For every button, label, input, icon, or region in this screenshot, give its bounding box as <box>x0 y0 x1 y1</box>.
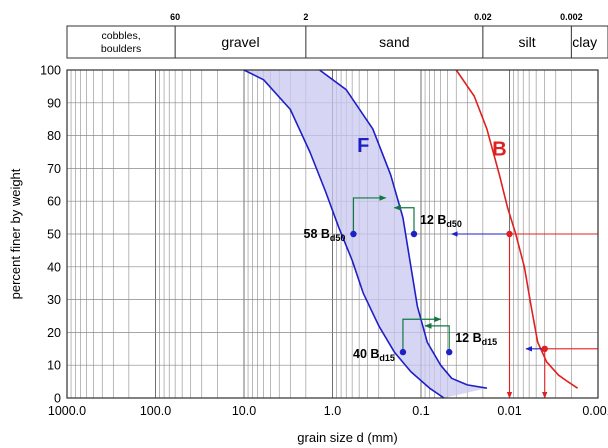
y-tick-label: 30 <box>47 293 61 307</box>
filter-band-fill <box>244 70 487 398</box>
shift-arrows <box>352 195 450 353</box>
x-tick-label: 10.0 <box>232 404 256 418</box>
class-bar <box>66 25 608 59</box>
shift-arrow <box>393 204 415 234</box>
plot-border <box>66 69 599 399</box>
class-boundary-label: 60 <box>170 12 180 22</box>
data-point <box>410 230 418 238</box>
y-tick-label: 0 <box>54 392 61 406</box>
soil-class-header: 60 2 0.02 0.002 cobbles,boulders gravel sand si… <box>66 12 608 59</box>
tick-labels: 1000.0 100.0 10.0 1.0 0.1 0.01 0.001 0 10 20 30 40 5… <box>40 64 608 419</box>
y-tick-label: 20 <box>47 326 61 340</box>
y-tick-label: 100 <box>40 64 61 78</box>
x-tick-label: 0.1 <box>412 404 429 418</box>
class-label: cobbles, <box>102 30 141 42</box>
class-boundary-label: 0.02 <box>474 12 492 22</box>
data-point <box>541 345 548 352</box>
class-label: gravel <box>221 34 259 50</box>
x-tick-label: 1.0 <box>324 404 341 418</box>
reference-lines <box>451 231 598 399</box>
data-point <box>350 230 357 238</box>
y-tick-label: 70 <box>47 162 61 176</box>
series-line-filter-fine-bound <box>319 69 488 389</box>
shift-arrow <box>424 322 450 353</box>
point-label: 58 Bd50 <box>304 227 346 243</box>
shift-arrow <box>402 316 442 353</box>
data-point <box>399 348 407 356</box>
y-tick-label: 10 <box>47 359 61 373</box>
x-tick-label: 100.0 <box>140 404 171 418</box>
class-label: silt <box>519 34 536 50</box>
class-boundary-label: 2 <box>303 12 308 22</box>
annotations: 58 Bd50 12 Bd50 40 Bd15 12 Bd15 F B <box>304 135 507 363</box>
x-tick-label: 0.01 <box>497 404 521 418</box>
curves <box>243 69 579 399</box>
curve-label: F <box>357 135 369 157</box>
y-tick-label: 50 <box>47 228 61 242</box>
shift-arrow <box>352 195 387 234</box>
y-tick-label: 60 <box>47 195 61 209</box>
class-label: boulders <box>101 43 141 55</box>
data-point <box>506 230 513 238</box>
curve-label: B <box>492 138 506 160</box>
y-tick-label: 90 <box>47 96 61 110</box>
point-label: 40 Bd15 <box>353 347 395 363</box>
plot-frame <box>66 69 599 399</box>
class-label: sand <box>379 34 409 50</box>
point-label: 12 Bd50 <box>420 213 462 229</box>
x-tick-label: 0.001 <box>582 404 608 418</box>
filter-band <box>244 70 487 398</box>
class-boundary-label: 0.002 <box>560 12 583 22</box>
x-axis-title: grain size d (mm) <box>297 430 397 445</box>
data-point <box>446 348 453 356</box>
x-tick-label: 1000.0 <box>48 404 86 418</box>
y-axis-title: percent finer by weight <box>8 168 23 299</box>
class-label: clay <box>572 34 597 50</box>
data-points <box>350 230 548 356</box>
series-line-base-soil <box>455 69 579 389</box>
series-line-filter-coarse-bound <box>243 69 445 399</box>
y-tick-label: 80 <box>47 129 61 143</box>
y-tick-label: 40 <box>47 260 61 274</box>
point-label: 12 Bd15 <box>455 331 497 347</box>
chart-grid <box>66 69 599 399</box>
